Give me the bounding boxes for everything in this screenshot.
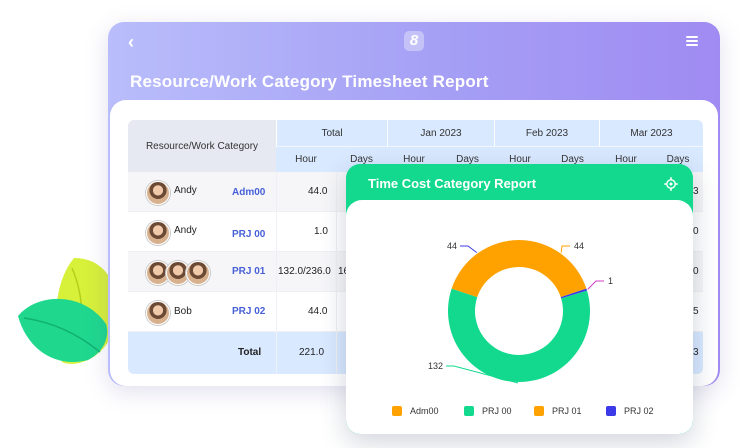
- total-hour-sum: 221.0: [299, 347, 325, 358]
- page-title: Resource/Work Category Timesheet Report: [130, 72, 489, 91]
- column-header-hour: Hour: [276, 146, 336, 172]
- leaf-decoration: [18, 258, 117, 364]
- donut-slice-prj01[interactable]: [451, 240, 519, 298]
- time-cost-card: Time Cost Category Report 44 1 132 44 Ad…: [346, 164, 693, 434]
- chevron-left-icon[interactable]: ‹: [128, 32, 134, 52]
- legend-swatch: [464, 406, 474, 416]
- column-header-resource: Resource/Work Category: [128, 120, 276, 172]
- leader-line: [446, 365, 519, 384]
- leader-line: [460, 245, 478, 254]
- category-link[interactable]: PRJ 02: [232, 306, 266, 317]
- window-topbar: ‹ 8: [108, 22, 720, 62]
- leader-line: [560, 245, 570, 253]
- data-label-prj02: 1: [608, 276, 613, 286]
- column-group-feb-2023: Feb 2023: [494, 120, 599, 146]
- mar-days-value: 0: [693, 266, 699, 277]
- column-divider: [276, 172, 277, 374]
- legend-item-prj01[interactable]: PRJ 01: [534, 404, 582, 418]
- total-hour-value: 44.0: [308, 306, 328, 317]
- resource-name: Bob: [174, 306, 192, 317]
- total-days-value: 16: [338, 266, 350, 277]
- column-divider: [336, 172, 337, 374]
- chart-container: 44 1 132 44 Adm00 PRJ 00 PRJ 01 PRJ 02: [346, 200, 693, 434]
- donut-slice-prj00[interactable]: [448, 288, 590, 382]
- total-hour-value: 132.0/236.0: [278, 266, 331, 277]
- legend-item-prj02[interactable]: PRJ 02: [606, 404, 654, 418]
- legend-label: PRJ 01: [552, 406, 582, 416]
- gear-icon[interactable]: [664, 177, 678, 191]
- data-label-prj00: 132: [428, 361, 443, 371]
- legend-label: PRJ 00: [482, 406, 512, 416]
- mar-days-value: 3: [693, 186, 699, 197]
- total-mar-value: 3: [693, 347, 699, 358]
- category-link[interactable]: Adm00: [232, 187, 266, 198]
- resource-name: Andy: [174, 225, 197, 236]
- mar-days-value: 0: [693, 226, 699, 237]
- hamburger-menu-icon[interactable]: [686, 36, 698, 46]
- category-link[interactable]: PRJ 01: [232, 266, 266, 277]
- avatar: [146, 301, 170, 325]
- legend-swatch: [534, 406, 544, 416]
- leader-line: [587, 280, 604, 290]
- column-group-jan-2023: Jan 2023: [387, 120, 494, 146]
- donut-slice-prj02[interactable]: [560, 288, 588, 299]
- legend-item-prj00[interactable]: PRJ 00: [464, 404, 512, 418]
- donut-slice-adm00[interactable]: [519, 240, 587, 298]
- category-link[interactable]: PRJ 00: [232, 229, 266, 240]
- total-hour-value: 44.0: [308, 186, 328, 197]
- legend-swatch: [606, 406, 616, 416]
- total-label: Total: [238, 347, 262, 358]
- data-label-adm00: 44: [574, 241, 584, 251]
- total-hour-value: 1.0: [314, 226, 328, 237]
- column-group-mar-2023: Mar 2023: [599, 120, 703, 146]
- avatar: [146, 181, 170, 205]
- brand-logo: 8: [404, 31, 424, 51]
- legend-swatch: [392, 406, 402, 416]
- data-label-prj01: 44: [447, 241, 457, 251]
- avatar: [186, 261, 210, 285]
- column-group-total: Total: [276, 120, 387, 146]
- legend-item-adm00[interactable]: Adm00: [392, 404, 439, 418]
- donut-chart: 44 1 132 44: [428, 240, 613, 384]
- card-title: Time Cost Category Report: [368, 176, 537, 191]
- legend-label: Adm00: [410, 406, 439, 416]
- resource-name: Andy: [174, 185, 197, 196]
- avatar: [146, 221, 170, 245]
- legend-label: PRJ 02: [624, 406, 654, 416]
- chart-legend: Adm00 PRJ 00 PRJ 01 PRJ 02: [392, 404, 682, 420]
- mar-days-value: 5: [693, 306, 699, 317]
